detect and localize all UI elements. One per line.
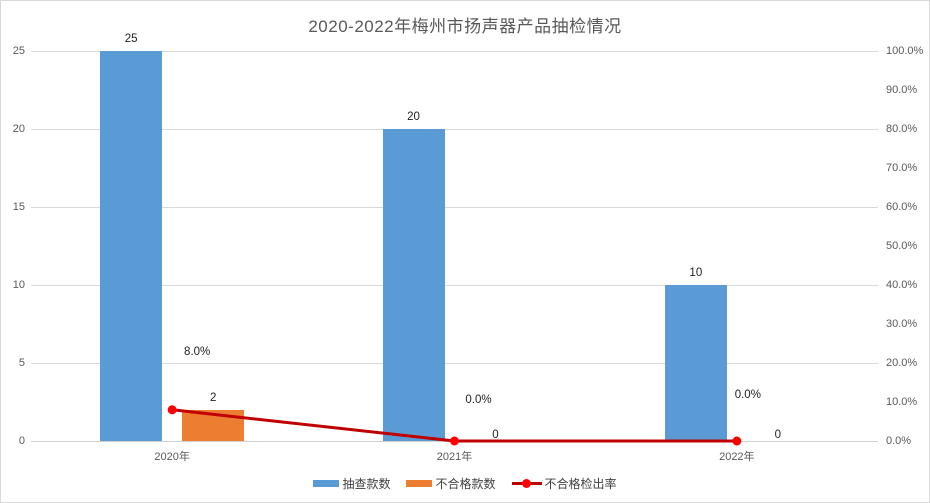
rate-marker <box>167 405 177 415</box>
y2-axis-tick-label: 40.0% <box>886 279 918 291</box>
legend-item: 不合格检出率 <box>511 475 617 492</box>
rate-value-label: 0.0% <box>734 389 761 401</box>
y-axis-tick-label: 10 <box>12 279 25 291</box>
chart-title: 2020-2022年梅州市扬声器产品抽检情况 <box>308 17 622 36</box>
legend-item: 不合格款数 <box>406 475 496 492</box>
legend-bar-swatch <box>406 480 433 487</box>
y2-axis-tick-label: 0.0% <box>886 435 912 447</box>
gridline <box>31 284 878 286</box>
y2-axis-tick-label: 90.0% <box>886 84 918 96</box>
x-axis-tick-label: 2020年 <box>154 451 190 463</box>
y-axis-tick-label: 15 <box>12 201 25 213</box>
gridline <box>31 128 878 130</box>
legend-bar-swatch <box>313 480 340 487</box>
legend-label: 抽查款数 <box>342 477 391 491</box>
bar-value-label: 20 <box>407 111 420 123</box>
y2-axis-tick-label: 50.0% <box>886 240 918 252</box>
x-axis-tick-label: 2022年 <box>719 451 755 463</box>
bar-value-label: 0 <box>774 429 782 441</box>
bar <box>100 51 163 441</box>
legend-line-marker <box>521 479 531 488</box>
y2-axis-tick-label: 80.0% <box>886 123 918 135</box>
gridline <box>31 206 878 208</box>
rate-value-label: 0.0% <box>465 394 492 406</box>
y2-axis-tick-label: 60.0% <box>886 201 918 213</box>
bar <box>382 129 445 441</box>
y2-axis-tick-label: 10.0% <box>886 396 918 408</box>
y2-axis-tick-label: 70.0% <box>886 162 918 174</box>
y-axis-tick-label: 0 <box>18 435 25 447</box>
gridline <box>31 362 878 364</box>
legend-label: 不合格款数 <box>435 477 496 491</box>
gridline <box>31 50 878 52</box>
bar-value-label: 10 <box>689 267 703 279</box>
bar <box>664 285 727 441</box>
bar <box>182 409 245 441</box>
y-axis-tick-label: 20 <box>12 123 25 135</box>
y-axis-tick-label: 5 <box>18 357 25 369</box>
y2-axis-tick-label: 20.0% <box>886 357 918 369</box>
rate-line <box>170 408 739 443</box>
y-axis-tick-label: 25 <box>12 45 25 57</box>
x-axis-tick-label: 2021年 <box>436 451 473 463</box>
legend: 抽查款数 不合格款数 不合格检出率 <box>1 475 929 492</box>
rate-value-label: 8.0% <box>184 345 211 358</box>
legend-line-swatch <box>511 479 542 488</box>
y2-axis-tick-label: 100.0% <box>886 45 924 57</box>
legend-label: 不合格检出率 <box>544 477 617 491</box>
legend-item: 抽查款数 <box>313 475 390 492</box>
bar-value-label: 25 <box>124 33 138 45</box>
bar-value-label: 0 <box>492 429 499 441</box>
y2-axis-tick-label: 30.0% <box>886 318 918 330</box>
bar-value-label: 2 <box>209 391 217 404</box>
